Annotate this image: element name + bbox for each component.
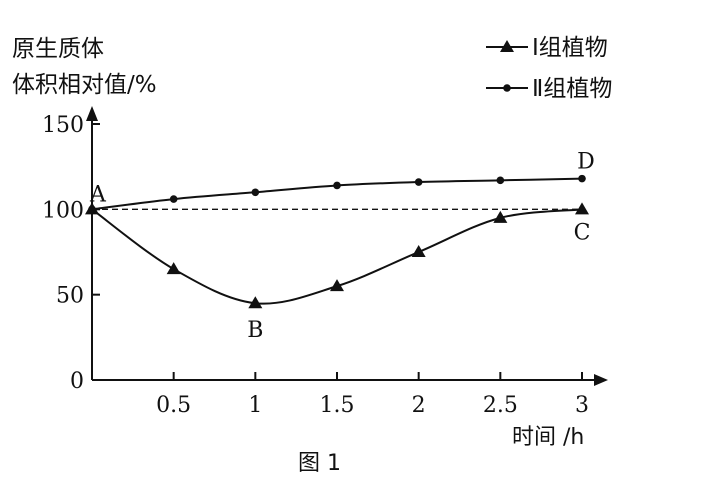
circle-point <box>251 188 260 197</box>
y-tick-label: 150 <box>42 113 84 138</box>
x-tick-label: 1 <box>248 393 262 418</box>
circle-point <box>333 181 341 190</box>
x-tick-label: 1.5 <box>320 393 355 418</box>
triangle-point <box>575 202 589 215</box>
point-label-d: D <box>577 150 595 175</box>
point-labels: A B C D <box>89 150 595 344</box>
y-axis-title-line1: 原生质体 <box>12 36 104 62</box>
circle-point <box>414 178 423 186</box>
y-tick-label: 0 <box>70 369 84 394</box>
y-axis-title-line2: 体积相对值/% <box>12 72 157 98</box>
x-ticks: 0.5 1 1.5 2 2.5 3 <box>156 372 589 418</box>
triangle-point <box>166 262 181 275</box>
y-tick-label: 100 <box>42 198 84 223</box>
x-tick-label: 2.5 <box>483 393 518 418</box>
figure-caption: 图 1 <box>298 451 341 476</box>
legend-triangle-marker <box>500 40 514 52</box>
triangle-point <box>493 210 508 223</box>
triangle-point <box>330 279 344 292</box>
circle-point <box>578 174 586 183</box>
triangle-point <box>248 296 263 309</box>
y-ticks: 0 50 100 150 <box>42 113 100 394</box>
x-axis <box>92 374 608 386</box>
x-axis-arrow <box>594 374 608 386</box>
y-axis-arrow <box>86 106 98 121</box>
circle-point <box>496 176 505 185</box>
circle-point <box>88 205 96 214</box>
legend-label-group-2: Ⅱ组植物 <box>532 76 612 102</box>
point-label-a: A <box>89 182 107 207</box>
x-tick-label: 0.5 <box>156 393 191 418</box>
circle-point <box>169 195 178 203</box>
legend: Ⅰ组植物 Ⅱ组植物 <box>486 35 612 102</box>
legend-item-group-2: Ⅱ组植物 <box>486 76 612 102</box>
x-axis-title: 时间 /h <box>512 425 584 450</box>
legend-item-group-1: Ⅰ组植物 <box>486 35 608 61</box>
x-tick-label: 3 <box>575 393 589 418</box>
point-label-c: C <box>574 220 591 245</box>
legend-label-group-1: Ⅰ组植物 <box>532 35 608 61</box>
legend-circle-marker <box>503 84 511 92</box>
y-tick-label: 50 <box>56 284 84 309</box>
x-tick-label: 2 <box>412 393 426 418</box>
series-group <box>85 174 589 309</box>
triangle-point <box>411 245 426 257</box>
y-axis <box>86 106 98 380</box>
point-label-b: B <box>247 318 263 343</box>
